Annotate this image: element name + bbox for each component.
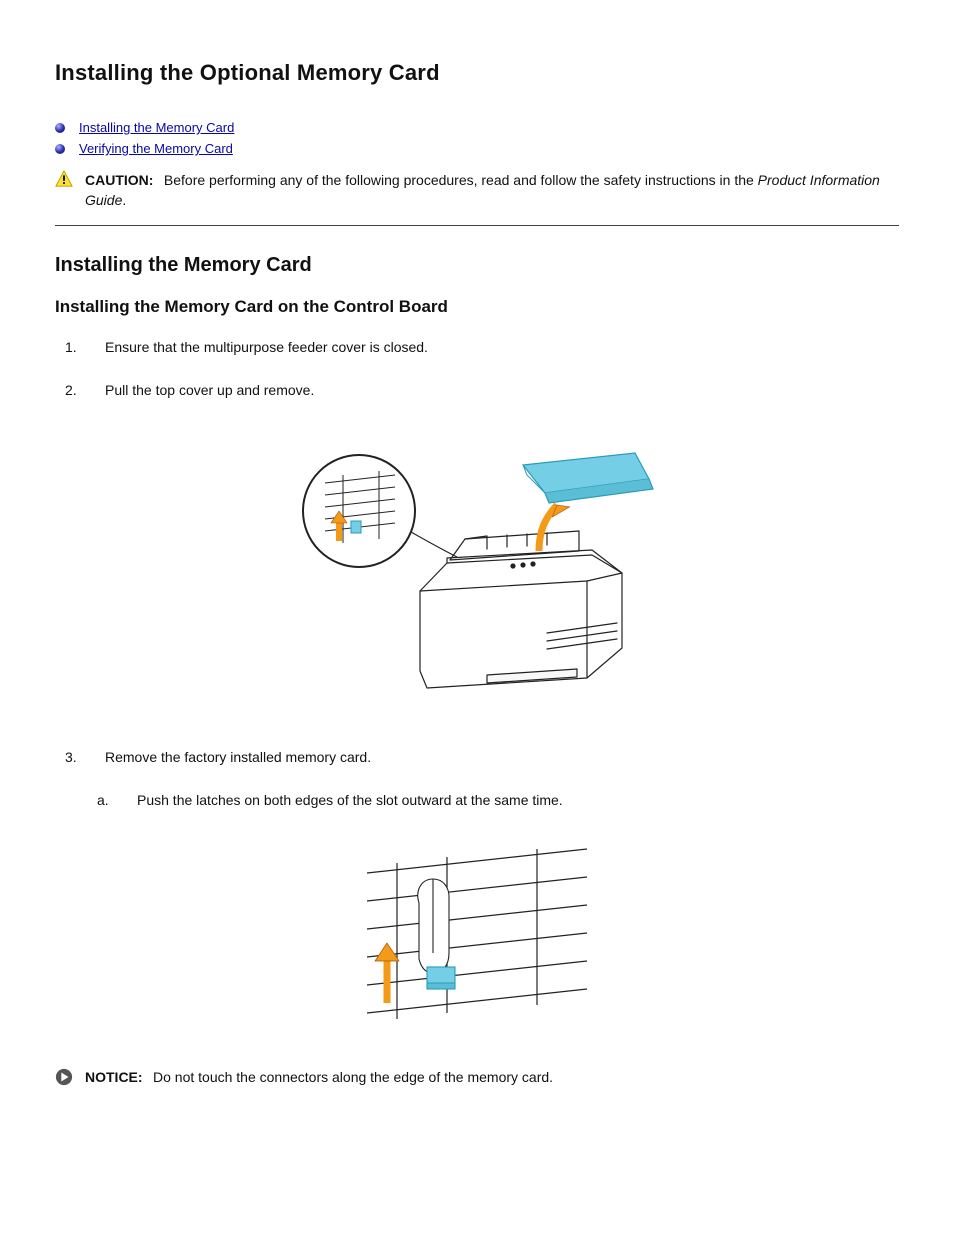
step-text: Ensure that the multipurpose feeder cove… xyxy=(105,337,428,358)
link-row-verify: Verifying the Memory Card xyxy=(55,141,899,156)
step-num: 1. xyxy=(55,337,105,358)
step-3: 3. Remove the factory installed memory c… xyxy=(55,747,899,768)
caution-block: CAUTION: Before performing any of the fo… xyxy=(55,170,899,211)
page: Installing the Optional Memory Card Inst… xyxy=(0,0,954,1235)
bullet-icon xyxy=(55,144,65,154)
figure-top-cover-svg xyxy=(287,423,667,713)
figure-top-cover xyxy=(55,423,899,713)
figure-latch-closeup xyxy=(55,833,899,1033)
notice-text-wrap: NOTICE: Do not touch the connectors alon… xyxy=(85,1067,553,1087)
figure-latch-svg xyxy=(337,833,617,1033)
step-num: a. xyxy=(87,790,137,811)
caution-text-wrap: CAUTION: Before performing any of the fo… xyxy=(85,170,899,211)
notice-arrow-icon xyxy=(55,1068,73,1086)
substep-a: a. Push the latches on both edges of the… xyxy=(87,790,899,811)
link-row-install: Installing the Memory Card xyxy=(55,120,899,135)
section-install-board-title: Installing the Memory Card on the Contro… xyxy=(55,297,899,317)
step-text: Pull the top cover up and remove. xyxy=(105,380,314,401)
caution-label: CAUTION: xyxy=(85,172,153,188)
step-1: 1. Ensure that the multipurpose feeder c… xyxy=(55,337,899,358)
bullet-icon xyxy=(55,123,65,133)
notice-block: NOTICE: Do not touch the connectors alon… xyxy=(55,1067,899,1087)
caution-text: Before performing any of the following p… xyxy=(85,172,880,208)
link-verifying-memory-card[interactable]: Verifying the Memory Card xyxy=(79,141,233,156)
step-num: 3. xyxy=(55,747,105,768)
step-text: Remove the factory installed memory card… xyxy=(105,747,371,768)
notice-text: Do not touch the connectors along the ed… xyxy=(153,1069,553,1085)
link-installing-memory-card[interactable]: Installing the Memory Card xyxy=(79,120,234,135)
step-num: 2. xyxy=(55,380,105,401)
section-install-title: Installing the Memory Card xyxy=(55,254,899,277)
step-2: 2. Pull the top cover up and remove. xyxy=(55,380,899,401)
notice-label: NOTICE: xyxy=(85,1069,143,1085)
warning-icon xyxy=(55,170,73,188)
step-text: Push the latches on both edges of the sl… xyxy=(137,790,563,811)
page-title: Installing the Optional Memory Card xyxy=(55,60,899,86)
section-divider xyxy=(55,225,899,226)
